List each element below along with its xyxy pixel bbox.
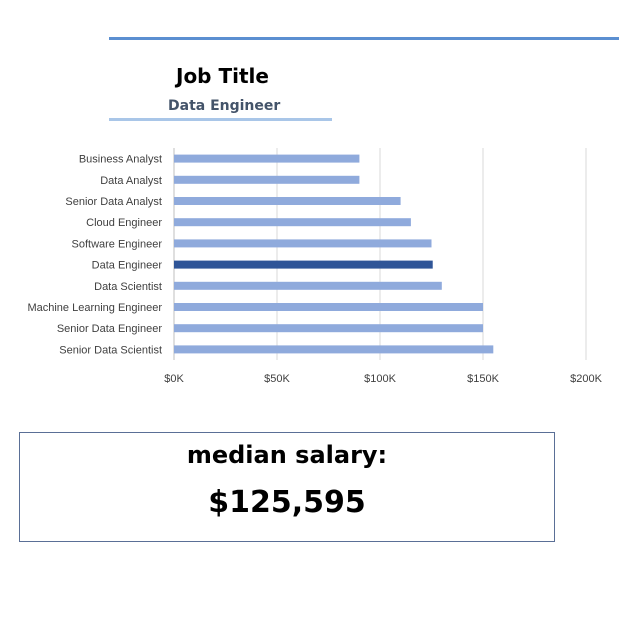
slicer-underline [109,118,332,121]
median-salary-value: $125,595 [208,485,366,520]
header-accent-line [109,37,619,40]
category-label: Software Engineer [72,238,163,250]
bar [174,303,483,311]
category-label: Data Engineer [92,260,163,272]
category-label: Machine Learning Engineer [27,302,162,314]
category-label: Data Scientist [94,281,162,293]
slicer-selected-job-title[interactable]: Data Engineer [168,98,281,114]
x-tick-label: $100K [364,373,396,385]
category-label: Senior Data Analyst [65,196,162,208]
category-label: Senior Data Scientist [59,344,162,356]
bar [174,218,411,227]
category-label: Senior Data Engineer [57,323,163,335]
bar-highlighted [174,260,433,269]
x-tick-label: $50K [264,373,290,385]
x-tick-label: $200K [570,373,602,385]
category-label: Data Analyst [100,175,162,187]
slicer-title: Job Title [176,64,269,88]
category-label: Cloud Engineer [86,217,162,229]
bar [174,175,360,184]
bar [174,197,401,205]
bar [174,281,442,290]
bar [174,345,494,354]
bar [174,154,360,163]
salary-bar-chart: Business Analyst Data Analyst Senior Data … [27,148,603,385]
bar [174,324,483,333]
x-tick-label: $150K [467,373,499,385]
bar [174,239,432,248]
median-salary-card: median salary: $125,595 [19,432,555,542]
x-tick-label: $0K [164,373,184,385]
median-salary-label: median salary: [186,441,388,469]
category-label: Business Analyst [79,154,162,166]
